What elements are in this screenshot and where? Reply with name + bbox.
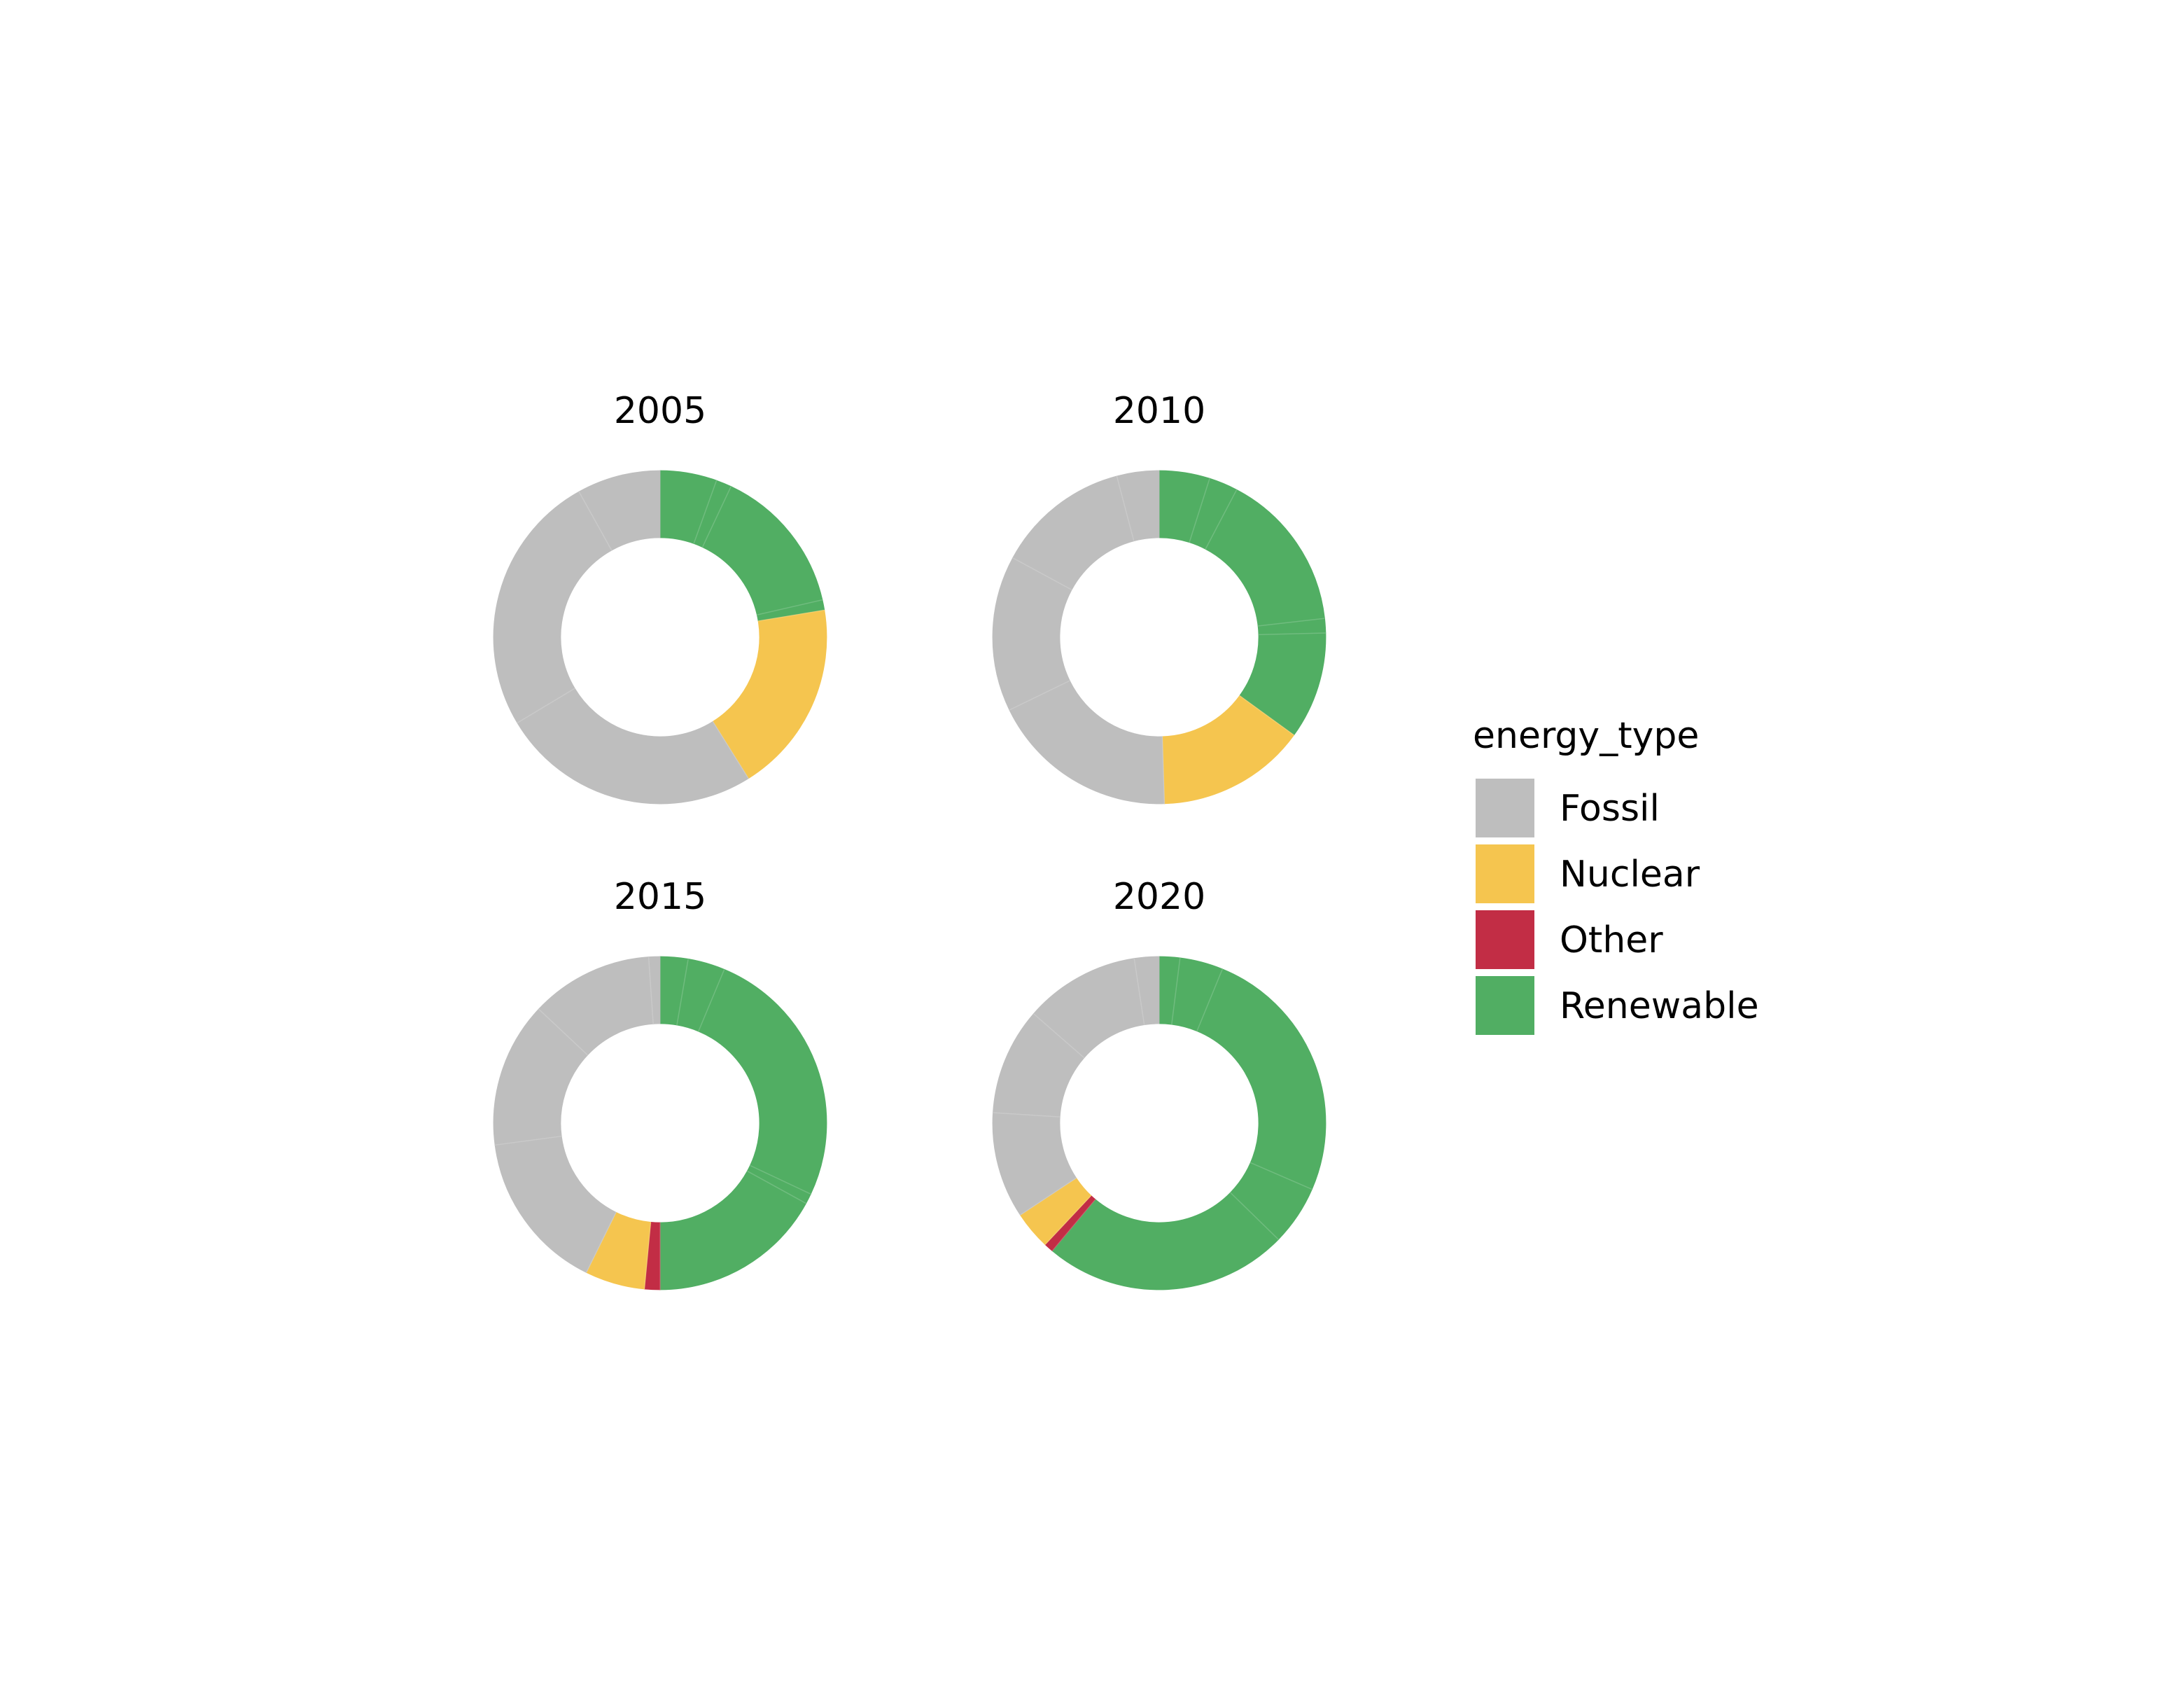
donut-slice-nuclear bbox=[712, 609, 827, 779]
legend-label: Renewable bbox=[1560, 985, 1759, 1027]
donut-slice-renewable bbox=[1196, 968, 1326, 1190]
slice-divider bbox=[676, 959, 689, 1026]
slice-divider bbox=[1205, 489, 1238, 550]
legend-label: Nuclear bbox=[1560, 854, 1700, 896]
slice-divider bbox=[1051, 1199, 1096, 1251]
facet-2005: 2005 bbox=[493, 390, 827, 805]
slice-divider bbox=[1161, 736, 1166, 804]
slice-divider bbox=[1171, 957, 1181, 1025]
slice-divider bbox=[494, 1135, 562, 1146]
facet-title: 2005 bbox=[614, 390, 706, 432]
donut-slice-renewable bbox=[1051, 1192, 1279, 1290]
slice-divider bbox=[1230, 1192, 1279, 1240]
slice-divider bbox=[1258, 618, 1325, 627]
slice-divider bbox=[757, 609, 825, 622]
legend-swatch bbox=[1476, 844, 1534, 903]
facet-title: 2020 bbox=[1113, 876, 1205, 918]
facet-2015: 2015 bbox=[493, 876, 827, 1290]
slice-divider bbox=[517, 688, 575, 724]
legend-swatch bbox=[1476, 976, 1534, 1035]
donut-slice-fossil bbox=[578, 470, 661, 551]
donut-slice-fossil bbox=[1133, 956, 1160, 1026]
slice-divider bbox=[1189, 478, 1210, 543]
donut-slice-fossil bbox=[1009, 680, 1165, 805]
donut-slice-fossil bbox=[517, 688, 749, 805]
slice-divider bbox=[750, 1164, 811, 1195]
slice-divider bbox=[1133, 958, 1145, 1025]
facet-2010: 2010 bbox=[992, 390, 1326, 805]
slice-divider bbox=[578, 491, 612, 551]
legend: energy_type Fossil Nuclear Other Renewable bbox=[1473, 715, 1759, 1035]
donut-slice-renewable bbox=[698, 968, 827, 1195]
legend-swatch bbox=[1476, 910, 1534, 969]
facet-title: 2010 bbox=[1113, 390, 1205, 432]
legend-label: Fossil bbox=[1560, 788, 1660, 830]
slice-divider bbox=[1258, 632, 1326, 636]
slice-divider bbox=[1020, 1177, 1077, 1216]
slice-divider bbox=[757, 599, 823, 615]
slice-divider bbox=[1032, 1013, 1085, 1059]
donut-slice-fossil bbox=[493, 491, 612, 723]
slice-divider bbox=[698, 969, 725, 1032]
facet-2020: 2020 bbox=[992, 876, 1326, 1290]
slice-divider bbox=[643, 1222, 652, 1290]
slice-divider bbox=[1196, 968, 1224, 1031]
legend-item-nuclear: Nuclear bbox=[1476, 844, 1700, 903]
slice-divider bbox=[1250, 1162, 1312, 1190]
legend-label: Other bbox=[1560, 919, 1663, 961]
slice-divider bbox=[747, 1170, 806, 1204]
slice-divider bbox=[1239, 695, 1294, 736]
slice-divider bbox=[993, 1112, 1060, 1118]
slice-divider bbox=[1012, 557, 1072, 591]
slice-divider bbox=[693, 480, 718, 544]
legend-item-other: Other bbox=[1476, 910, 1663, 969]
slice-divider bbox=[1009, 680, 1070, 711]
donut-slice-fossil bbox=[1116, 470, 1160, 542]
legend-swatch bbox=[1476, 779, 1534, 837]
facet-title: 2015 bbox=[614, 876, 706, 918]
slice-divider bbox=[648, 956, 654, 1024]
donut-slice-fossil bbox=[648, 956, 661, 1024]
slice-divider bbox=[585, 1211, 617, 1273]
slice-divider bbox=[712, 721, 749, 779]
slice-divider bbox=[538, 1008, 588, 1056]
legend-item-renewable: Renewable bbox=[1476, 976, 1759, 1035]
legend-item-fossil: Fossil bbox=[1476, 779, 1660, 837]
slice-divider bbox=[701, 486, 732, 548]
slice-divider bbox=[1044, 1195, 1092, 1246]
slice-divider bbox=[1116, 475, 1135, 541]
facets-layer: 2005 2010 2015 2020 bbox=[493, 390, 1326, 1290]
legend-title: energy_type bbox=[1473, 715, 1699, 757]
donut-slice-renewable bbox=[1205, 489, 1325, 627]
